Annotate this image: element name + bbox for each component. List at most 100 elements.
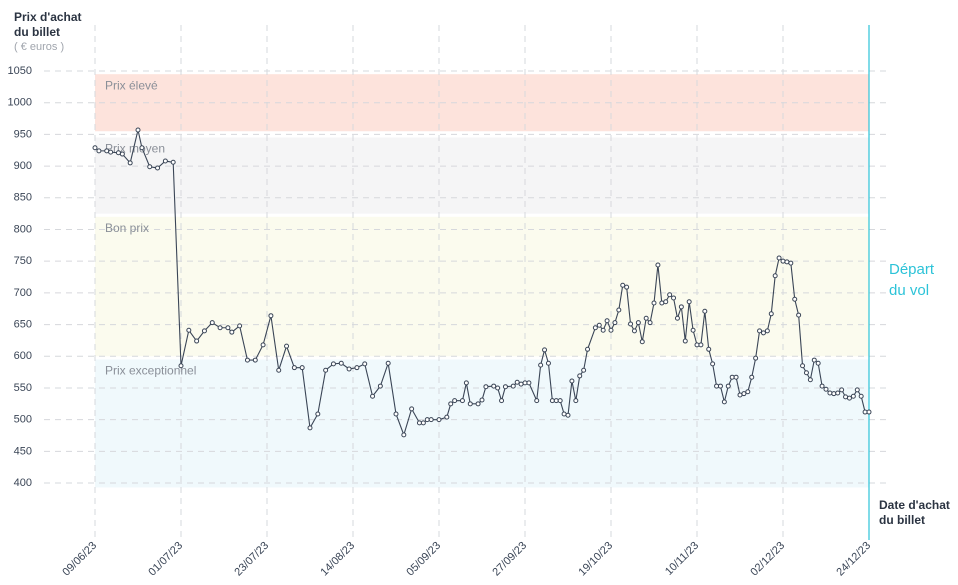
price-point: [663, 299, 669, 305]
price-point: [307, 425, 313, 431]
price-point: [678, 304, 684, 310]
price-point: [284, 343, 290, 349]
price-point: [201, 328, 207, 334]
price-point: [796, 312, 802, 318]
price-point: [526, 380, 532, 386]
price-point: [788, 260, 794, 266]
price-point: [370, 393, 376, 399]
price-point: [714, 383, 720, 389]
x-tick-label: 14/08/23: [318, 540, 357, 579]
price-point: [823, 386, 829, 392]
price-point: [682, 338, 688, 344]
price-point: [604, 318, 610, 324]
price-point: [737, 392, 743, 398]
x-tick-label: 02/12/23: [748, 540, 787, 579]
price-point: [420, 420, 426, 426]
price-point: [542, 347, 548, 353]
price-point: [635, 320, 641, 326]
price-point: [448, 401, 454, 407]
price-point: [831, 391, 837, 397]
price-point: [170, 159, 176, 165]
price-point: [237, 323, 243, 329]
price-point: [803, 370, 809, 376]
price-point: [557, 398, 563, 404]
price-point: [428, 417, 434, 423]
price-point: [452, 398, 458, 404]
price-point: [608, 327, 614, 333]
price-point: [854, 387, 860, 393]
price-point: [807, 377, 813, 383]
price-point: [96, 148, 102, 154]
x-axis-title-line1: Date d'achat: [879, 498, 950, 512]
price-point: [565, 412, 571, 418]
price-point: [385, 360, 391, 366]
price-point: [155, 165, 161, 171]
price-point: [749, 374, 755, 380]
y-tick-label: 1050: [8, 65, 32, 77]
price-point: [268, 313, 274, 319]
price-point: [639, 339, 645, 345]
price-point: [577, 373, 583, 379]
price-point: [186, 327, 192, 333]
x-tick-label: 10/11/23: [663, 540, 701, 578]
price-point: [866, 409, 872, 415]
price-band: [95, 137, 869, 214]
y-axis-unit: ( € euros ): [14, 41, 64, 53]
price-point: [104, 148, 110, 154]
price-point: [616, 307, 622, 313]
x-tick-label: 27/09/23: [490, 540, 529, 579]
price-point: [244, 357, 250, 363]
price-band: [95, 359, 869, 488]
price-point: [424, 417, 430, 423]
price-point: [162, 158, 168, 164]
price-point: [710, 361, 716, 367]
price-point: [780, 258, 786, 264]
price-point: [475, 401, 481, 407]
price-point: [706, 346, 712, 352]
price-point: [573, 398, 579, 404]
price-point: [725, 383, 731, 389]
price-point: [545, 360, 551, 366]
price-point: [862, 409, 868, 415]
y-tick-label: 850: [14, 192, 32, 204]
price-point: [510, 383, 516, 389]
y-tick-label: 600: [14, 350, 32, 362]
band-label: Prix élevé: [105, 78, 158, 92]
departure-label: Départ: [889, 261, 935, 278]
y-tick-label: 650: [14, 318, 32, 330]
price-point: [686, 299, 692, 305]
price-point: [647, 320, 653, 326]
y-tick-label: 950: [14, 128, 32, 140]
price-point: [401, 432, 407, 438]
y-tick-label: 400: [14, 477, 32, 489]
price-point: [764, 328, 770, 334]
y-tick-label: 900: [14, 160, 32, 172]
price-point: [760, 330, 766, 336]
price-point: [671, 295, 677, 301]
price-point: [459, 398, 465, 404]
price-point: [690, 327, 696, 333]
price-point: [850, 393, 856, 399]
y-tick-label: 800: [14, 223, 32, 235]
price-point: [624, 284, 630, 290]
price-point: [209, 320, 215, 326]
price-point: [467, 401, 473, 407]
price-point: [115, 150, 121, 156]
price-point: [436, 417, 442, 423]
x-tick-label: 01/07/23: [146, 540, 185, 579]
price-point: [362, 361, 368, 367]
price-point: [108, 149, 114, 155]
price-point: [655, 262, 661, 268]
price-point: [694, 342, 700, 348]
price-point: [717, 383, 723, 389]
price-point: [846, 395, 852, 401]
price-point: [585, 346, 591, 352]
price-point: [495, 385, 501, 391]
price-point: [291, 365, 297, 371]
y-axis-title-line1: Prix d'achat: [14, 10, 82, 24]
price-point: [338, 360, 344, 366]
price-point: [631, 328, 637, 334]
price-point: [330, 361, 336, 367]
price-point: [217, 325, 223, 331]
price-point: [92, 145, 98, 151]
